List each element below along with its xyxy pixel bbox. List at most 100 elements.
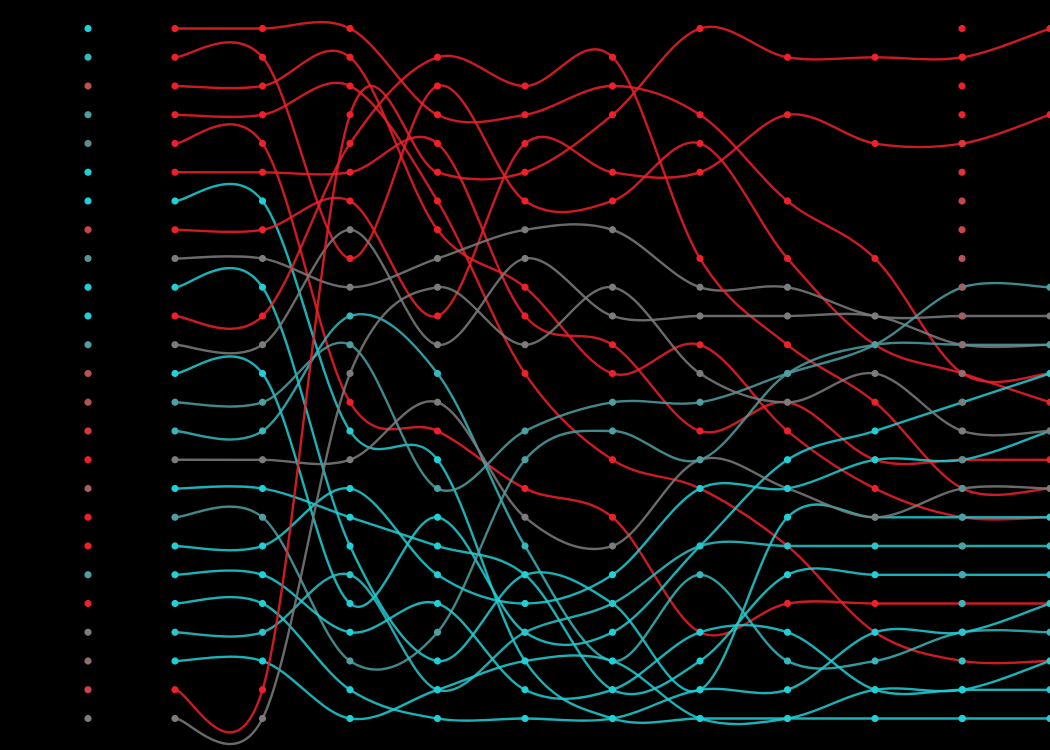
series-17-point-8 bbox=[783, 571, 792, 579]
series-13-point-8 bbox=[783, 456, 792, 464]
series-2-point-6 bbox=[608, 197, 617, 205]
series-20-point-6 bbox=[608, 686, 617, 694]
series-2-point-8 bbox=[783, 254, 792, 263]
series-7-point-1 bbox=[171, 197, 179, 205]
series-22-point-8 bbox=[783, 542, 792, 550]
series-2-point-7 bbox=[696, 139, 704, 148]
series-6-point-2 bbox=[258, 168, 267, 176]
series-17-point-2 bbox=[258, 484, 267, 493]
series-11-point-8 bbox=[783, 341, 792, 349]
series-22-point-5 bbox=[521, 628, 529, 636]
series-20-point-3 bbox=[346, 628, 354, 636]
series-13-point-3 bbox=[346, 599, 354, 608]
right-rank-dot-15 bbox=[958, 427, 966, 435]
series-14-point-7 bbox=[696, 398, 704, 406]
series-21-point-3 bbox=[346, 686, 354, 694]
series-5-point-4 bbox=[433, 427, 442, 435]
series-6-point-5 bbox=[521, 312, 529, 320]
series-24-point-4 bbox=[433, 168, 442, 176]
series-22-point-11 bbox=[1046, 542, 1050, 550]
series-line-7 bbox=[174, 182, 1050, 724]
series-24-point-11 bbox=[1046, 24, 1050, 33]
series-19-point-1 bbox=[171, 542, 179, 550]
left-rank-dot-17 bbox=[84, 484, 92, 493]
series-1-point-8 bbox=[783, 197, 792, 205]
series-7-point-4 bbox=[433, 456, 442, 464]
series-3-point-8 bbox=[783, 427, 792, 435]
series-19-point-4 bbox=[433, 571, 442, 579]
series-24-point-2 bbox=[258, 686, 267, 694]
series-10-point-4 bbox=[433, 657, 442, 665]
series-11-point-9 bbox=[871, 398, 879, 406]
series-20-point-1 bbox=[171, 571, 179, 579]
series-line-24 bbox=[174, 25, 1050, 734]
series-line-3 bbox=[174, 49, 1050, 521]
series-15-point-7 bbox=[696, 571, 704, 579]
right-rank-dot-21 bbox=[958, 599, 966, 608]
series-9-point-8 bbox=[783, 283, 792, 291]
right-rank-dot-11 bbox=[958, 312, 966, 320]
series-18-point-7 bbox=[696, 456, 704, 464]
left-rank-dot-22 bbox=[84, 628, 92, 636]
series-5-point-9 bbox=[871, 599, 879, 608]
series-13-point-9 bbox=[871, 427, 879, 435]
series-3-point-4 bbox=[433, 226, 442, 234]
right-rank-dot-18 bbox=[958, 513, 966, 521]
series-25-point-7 bbox=[696, 369, 704, 378]
series-5-point-6 bbox=[608, 513, 617, 521]
left-rank-dot-16 bbox=[84, 456, 92, 464]
series-line-22 bbox=[174, 540, 1050, 693]
series-5-point-2 bbox=[258, 139, 267, 148]
series-15-point-3 bbox=[346, 312, 354, 320]
left-rank-dot-19 bbox=[84, 542, 92, 550]
series-16-point-3 bbox=[346, 456, 354, 464]
series-10-point-3 bbox=[346, 542, 354, 550]
series-10-point-8 bbox=[783, 513, 792, 521]
series-7-point-3 bbox=[346, 427, 354, 435]
series-3-point-7 bbox=[696, 341, 704, 349]
series-12-point-5 bbox=[521, 254, 529, 263]
series-6-point-11 bbox=[1046, 456, 1050, 464]
left-rank-dot-12 bbox=[84, 341, 92, 349]
right-rank-dot-7 bbox=[958, 197, 966, 205]
right-rank-dot-2 bbox=[958, 53, 966, 61]
series-18-point-4 bbox=[433, 628, 442, 636]
series-18-point-1 bbox=[171, 513, 179, 521]
series-23-point-11 bbox=[1046, 657, 1050, 665]
series-21-point-1 bbox=[171, 599, 179, 608]
series-line-1 bbox=[175, 20, 1050, 384]
series-1-point-3 bbox=[346, 24, 354, 33]
series-22-point-9 bbox=[871, 542, 879, 550]
series-5-point-3 bbox=[346, 398, 354, 406]
left-rank-dot-21 bbox=[84, 599, 92, 608]
series-17-point-9 bbox=[871, 571, 879, 579]
series-23-point-8 bbox=[783, 714, 792, 723]
series-20-point-7 bbox=[696, 628, 704, 636]
right-rank-dot-20 bbox=[958, 571, 966, 579]
series-6-point-4 bbox=[433, 139, 442, 148]
series-19-point-2 bbox=[258, 542, 267, 550]
series-8-point-1 bbox=[171, 226, 179, 234]
series-12-point-7 bbox=[696, 312, 704, 320]
series-11-point-2 bbox=[258, 312, 267, 320]
right-rank-dot-24 bbox=[958, 686, 966, 694]
series-17-point-3 bbox=[346, 513, 354, 521]
series-20-point-5 bbox=[521, 686, 529, 694]
series-13-point-11 bbox=[1046, 369, 1050, 378]
series-16-point-4 bbox=[433, 398, 442, 406]
series-24-point-3 bbox=[346, 111, 354, 119]
series-10-point-2 bbox=[258, 283, 267, 291]
series-15-point-2 bbox=[258, 427, 267, 435]
series-11-point-4 bbox=[433, 53, 442, 61]
series-5-point-8 bbox=[783, 599, 792, 608]
series-14-point-1 bbox=[171, 398, 179, 406]
series-11-point-6 bbox=[608, 53, 617, 61]
series-23-point-5 bbox=[521, 657, 529, 665]
series-11-point-3 bbox=[346, 139, 354, 148]
series-18-point-2 bbox=[258, 513, 267, 521]
left-rank-dot-23 bbox=[84, 657, 92, 665]
series-8-point-7 bbox=[696, 168, 704, 176]
series-21-point-2 bbox=[258, 599, 267, 608]
series-21-point-5 bbox=[521, 714, 529, 723]
